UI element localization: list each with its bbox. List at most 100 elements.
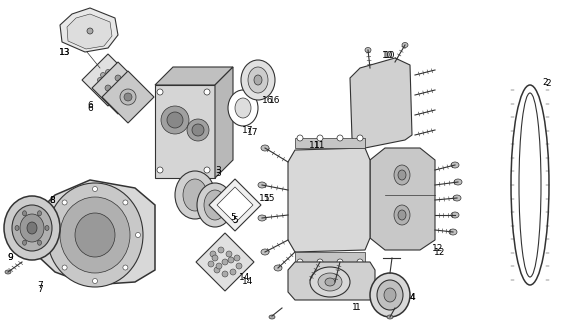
Ellipse shape [115, 75, 121, 81]
Ellipse shape [269, 315, 275, 319]
Text: 10: 10 [382, 51, 394, 60]
Ellipse shape [204, 89, 210, 95]
Polygon shape [288, 262, 375, 300]
Polygon shape [350, 58, 412, 148]
Ellipse shape [62, 200, 67, 205]
Ellipse shape [20, 214, 44, 242]
Polygon shape [60, 8, 118, 52]
Ellipse shape [357, 259, 363, 265]
Ellipse shape [98, 77, 103, 83]
Ellipse shape [222, 259, 228, 265]
Polygon shape [209, 179, 261, 231]
Ellipse shape [241, 60, 275, 100]
Ellipse shape [192, 124, 204, 136]
Ellipse shape [38, 211, 42, 216]
Ellipse shape [370, 273, 410, 317]
Text: 7: 7 [37, 281, 43, 290]
Polygon shape [102, 71, 154, 123]
Ellipse shape [398, 210, 406, 220]
Ellipse shape [175, 171, 215, 219]
Text: 13: 13 [59, 47, 71, 57]
Text: 17: 17 [247, 127, 259, 137]
Polygon shape [40, 180, 155, 285]
Polygon shape [295, 252, 365, 262]
Text: 3: 3 [215, 169, 221, 178]
Ellipse shape [258, 215, 266, 221]
Text: 16: 16 [270, 95, 281, 105]
Ellipse shape [519, 93, 541, 277]
Ellipse shape [100, 73, 106, 77]
Ellipse shape [27, 222, 37, 234]
Ellipse shape [105, 85, 111, 91]
Ellipse shape [337, 259, 343, 265]
Text: 9: 9 [7, 253, 13, 262]
Ellipse shape [187, 119, 209, 141]
Text: 7: 7 [37, 285, 43, 294]
Ellipse shape [234, 255, 240, 261]
Ellipse shape [236, 263, 242, 269]
Ellipse shape [365, 47, 371, 52]
Ellipse shape [197, 183, 233, 227]
Text: 9: 9 [7, 253, 13, 262]
Ellipse shape [261, 145, 269, 151]
Ellipse shape [228, 257, 234, 263]
Ellipse shape [62, 265, 67, 270]
Ellipse shape [222, 271, 228, 277]
Ellipse shape [387, 315, 393, 319]
Text: 15: 15 [264, 194, 276, 203]
Ellipse shape [124, 93, 132, 101]
Text: 8: 8 [49, 196, 55, 204]
Polygon shape [288, 148, 370, 252]
Text: 10: 10 [384, 51, 396, 60]
Ellipse shape [226, 251, 232, 257]
Ellipse shape [114, 77, 119, 83]
Polygon shape [67, 14, 112, 49]
Ellipse shape [15, 226, 19, 230]
Ellipse shape [297, 259, 303, 265]
Ellipse shape [394, 205, 410, 225]
Ellipse shape [135, 233, 140, 237]
Text: 3: 3 [215, 165, 221, 174]
Ellipse shape [111, 73, 115, 77]
Ellipse shape [100, 83, 106, 87]
Ellipse shape [106, 69, 111, 75]
Text: 11: 11 [314, 140, 325, 149]
Ellipse shape [261, 249, 269, 255]
Ellipse shape [45, 226, 49, 230]
Ellipse shape [204, 190, 226, 220]
Ellipse shape [248, 67, 268, 93]
Ellipse shape [511, 85, 549, 285]
Ellipse shape [317, 259, 323, 265]
Ellipse shape [22, 240, 26, 245]
Text: 4: 4 [409, 293, 415, 302]
Text: 1: 1 [355, 303, 361, 313]
Text: 14: 14 [239, 274, 251, 283]
Ellipse shape [318, 273, 342, 291]
Ellipse shape [161, 106, 189, 134]
Text: 11: 11 [309, 140, 321, 149]
Ellipse shape [331, 279, 339, 285]
Text: 2: 2 [545, 78, 551, 87]
Ellipse shape [87, 28, 93, 34]
Polygon shape [295, 138, 365, 148]
Ellipse shape [317, 135, 323, 141]
Polygon shape [92, 62, 144, 114]
Ellipse shape [93, 278, 98, 284]
Ellipse shape [377, 280, 403, 310]
Text: 6: 6 [87, 103, 93, 113]
Polygon shape [82, 54, 134, 106]
Ellipse shape [111, 83, 115, 87]
Ellipse shape [115, 95, 121, 101]
Ellipse shape [210, 251, 216, 257]
Ellipse shape [325, 278, 335, 286]
Ellipse shape [120, 89, 136, 105]
Ellipse shape [310, 267, 350, 297]
Ellipse shape [297, 135, 303, 141]
Polygon shape [370, 148, 435, 250]
Ellipse shape [384, 288, 396, 302]
Ellipse shape [4, 196, 60, 260]
Ellipse shape [453, 195, 461, 201]
Ellipse shape [274, 265, 282, 271]
Ellipse shape [218, 247, 224, 253]
Ellipse shape [106, 85, 111, 91]
